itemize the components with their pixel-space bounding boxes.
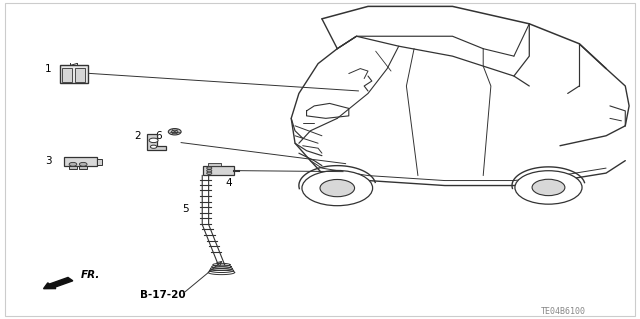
- FancyArrow shape: [44, 278, 73, 289]
- Text: FR.: FR.: [81, 270, 100, 280]
- Circle shape: [320, 180, 355, 197]
- Text: TE04B6100: TE04B6100: [541, 307, 586, 315]
- Bar: [75, 68, 85, 82]
- Bar: [60, 65, 88, 83]
- Circle shape: [207, 167, 212, 169]
- Bar: [64, 157, 97, 166]
- Circle shape: [149, 138, 158, 143]
- Bar: [79, 166, 87, 169]
- Circle shape: [69, 162, 77, 166]
- Text: 2: 2: [134, 130, 141, 141]
- Circle shape: [515, 171, 582, 204]
- Circle shape: [207, 172, 212, 174]
- Bar: [62, 68, 72, 82]
- Circle shape: [207, 169, 212, 172]
- Circle shape: [150, 145, 157, 148]
- Text: B-17-20: B-17-20: [140, 290, 185, 300]
- Text: 3: 3: [45, 156, 51, 166]
- Circle shape: [79, 162, 87, 166]
- Text: 1: 1: [45, 63, 51, 74]
- Circle shape: [168, 129, 181, 135]
- Polygon shape: [147, 134, 166, 150]
- Circle shape: [532, 179, 565, 196]
- Bar: [208, 163, 221, 166]
- Text: 6: 6: [156, 130, 162, 141]
- Circle shape: [172, 130, 178, 133]
- Circle shape: [302, 170, 372, 206]
- Bar: [97, 159, 102, 165]
- Bar: [203, 166, 234, 175]
- Bar: [69, 166, 77, 169]
- Text: 4: 4: [226, 178, 232, 189]
- Text: 5: 5: [182, 204, 189, 214]
